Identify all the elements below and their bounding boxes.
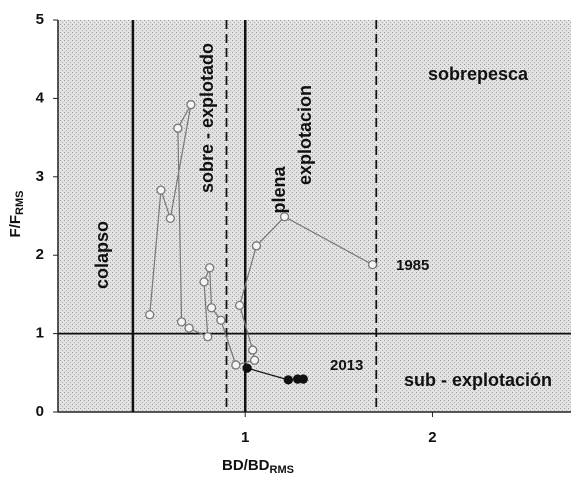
point bbox=[176, 317, 187, 327]
x_label: BD/BDRMS bbox=[222, 457, 294, 476]
label-main: BD/BD bbox=[222, 457, 270, 474]
annotation: plena bbox=[269, 166, 289, 214]
annotation: sobre - explotado bbox=[197, 43, 217, 193]
point bbox=[203, 332, 213, 342]
point bbox=[205, 263, 215, 273]
annotation: explotacion bbox=[295, 85, 315, 185]
annotation: sobrepesca bbox=[428, 64, 529, 84]
point bbox=[367, 259, 378, 270]
point bbox=[249, 355, 260, 365]
point bbox=[216, 315, 226, 325]
y-tick-label: 1 bbox=[36, 325, 44, 342]
x-tick-label: 2 bbox=[428, 429, 436, 446]
point bbox=[206, 303, 217, 313]
point bbox=[298, 374, 308, 384]
y-tick-label: 4 bbox=[36, 89, 45, 106]
label-main: F/F bbox=[7, 215, 24, 238]
annotation: 1985 bbox=[396, 257, 429, 274]
annotation: 2013 bbox=[330, 357, 363, 374]
point bbox=[184, 323, 194, 333]
point bbox=[283, 375, 293, 385]
plot-area bbox=[58, 20, 571, 412]
y-tick-label: 3 bbox=[36, 168, 44, 185]
point bbox=[199, 277, 209, 287]
point bbox=[251, 241, 262, 251]
y-tick-label: 0 bbox=[36, 403, 44, 420]
point bbox=[234, 300, 245, 311]
y-tick-label: 5 bbox=[36, 11, 44, 28]
point bbox=[242, 363, 252, 373]
point bbox=[248, 345, 258, 355]
point bbox=[231, 360, 241, 370]
label-sub: RMS bbox=[14, 191, 26, 215]
annotation: colapso bbox=[92, 221, 112, 289]
y_label: F/FRMS bbox=[7, 191, 26, 238]
x-tick-label: 1 bbox=[241, 429, 249, 446]
point bbox=[156, 185, 166, 195]
label-sub: RMS bbox=[270, 464, 294, 476]
point bbox=[145, 310, 155, 320]
point bbox=[173, 123, 183, 133]
y-tick-label: 2 bbox=[36, 246, 44, 263]
point bbox=[279, 212, 290, 222]
point bbox=[186, 100, 196, 110]
point bbox=[165, 213, 175, 224]
annotation: sub - explotación bbox=[404, 370, 552, 390]
